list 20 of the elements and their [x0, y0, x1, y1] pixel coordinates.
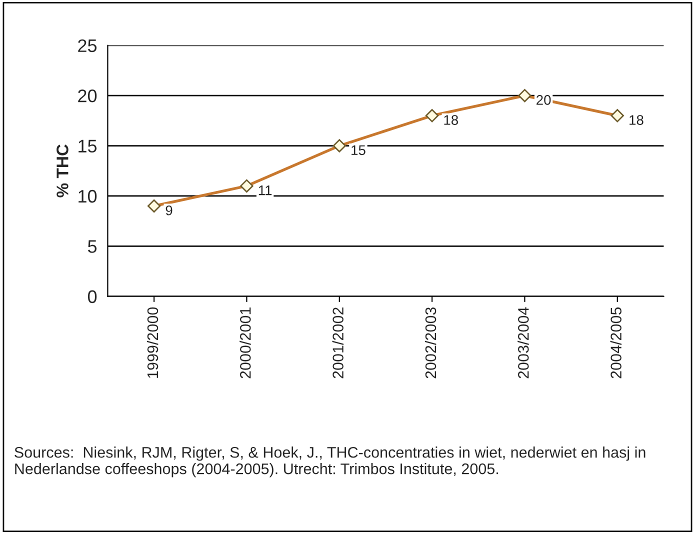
- data-label: 18: [630, 115, 644, 125]
- y-tick-label: 25: [78, 39, 97, 52]
- data-label: 11: [258, 186, 272, 196]
- x-tick-label: 2000/2001: [240, 308, 251, 378]
- source-note: Sources: Niesink, RJM, Rigter, S, & Hoek, J., THC-concentraties in wiet, nederwiet en hasj in Nederlandse coffeeshops (2004-2005). Utrecht: Trimbos Institute, 2005.: [14, 446, 646, 478]
- data-label: 18: [444, 115, 458, 125]
- y-tick-label: 20: [78, 90, 97, 102]
- x-tick-label: 2003/2004: [518, 307, 529, 378]
- data-label: 20: [536, 95, 551, 105]
- y-tick-label: 15: [78, 140, 97, 152]
- y-tick-label: 10: [78, 190, 97, 203]
- y-tick-label: 0: [88, 290, 97, 304]
- x-tick-label: 2002/2003: [424, 307, 436, 378]
- x-tick-label: 1999/2000: [146, 307, 158, 378]
- x-tick-label: 2001/2002: [332, 308, 344, 378]
- data-label: 15: [352, 145, 366, 156]
- y-tick-label: 5: [88, 240, 97, 253]
- x-tick-label: 2004/2005: [610, 307, 622, 378]
- y-axis-title: % THC: [56, 144, 68, 198]
- data-label: 9: [166, 205, 172, 216]
